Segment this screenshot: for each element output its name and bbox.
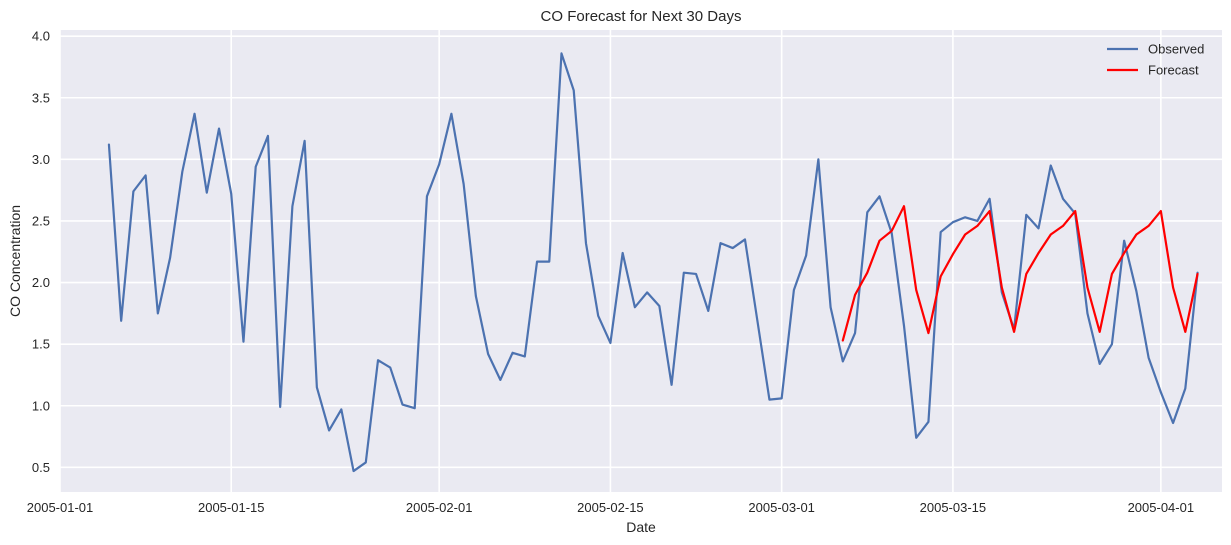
y-tick-label: 2.0 <box>32 275 50 290</box>
x-tick-label: 2005-01-15 <box>198 500 265 515</box>
x-tick-label: 2005-03-01 <box>748 500 815 515</box>
x-tick-label: 2005-02-15 <box>577 500 644 515</box>
y-tick-label: 3.5 <box>32 90 50 105</box>
plot-area <box>60 30 1222 492</box>
y-tick-label: 3.0 <box>32 152 50 167</box>
series-lines <box>107 52 1199 473</box>
legend: Observed Forecast <box>1107 42 1204 78</box>
y-axis-label: CO Concentration <box>7 205 23 317</box>
x-axis-label: Date <box>626 519 656 535</box>
y-tick-label: 1.5 <box>32 337 50 352</box>
series-line-forecast <box>841 205 1199 342</box>
x-tick-label: 2005-04-01 <box>1128 500 1195 515</box>
y-tick-label: 0.5 <box>32 460 50 475</box>
legend-label-observed: Observed <box>1148 42 1204 57</box>
x-tick-label: 2005-03-15 <box>920 500 987 515</box>
x-tick-labels: 2005-01-01 2005-01-15 2005-02-01 2005-02-15… <box>27 500 1194 515</box>
legend-label-forecast: Forecast <box>1148 63 1199 78</box>
series-line-observed <box>107 52 1199 473</box>
grid <box>59 30 1222 492</box>
y-tick-labels: 0.5 1.0 1.5 2.0 2.5 3.0 3.5 4.0 <box>32 29 50 475</box>
y-tick-label: 4.0 <box>32 29 50 44</box>
chart-title: CO Forecast for Next 30 Days <box>541 8 742 25</box>
x-tick-label: 2005-02-01 <box>406 500 473 515</box>
y-tick-label: 1.0 <box>32 398 50 413</box>
y-tick-label: 2.5 <box>32 213 50 228</box>
x-tick-label: 2005-01-01 <box>27 500 94 515</box>
